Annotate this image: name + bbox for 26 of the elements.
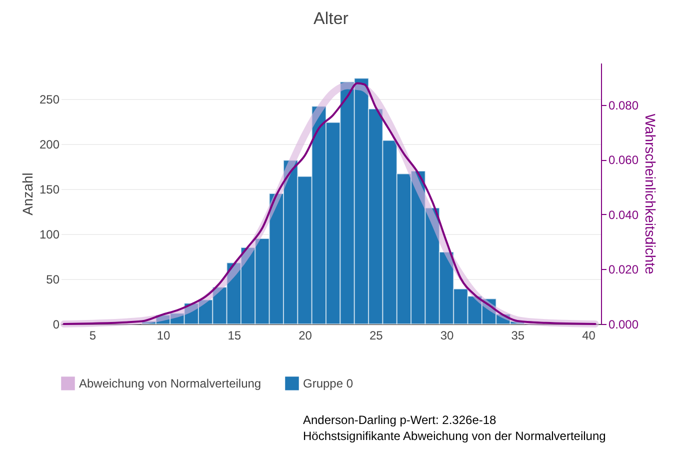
y-tick-label: 50 [46, 272, 60, 286]
x-tick-label: 20 [298, 328, 312, 342]
y2-tick-label: 0.000 [608, 318, 639, 332]
y-axis-title: Anzahl [19, 172, 36, 216]
x-tick-label: 35 [511, 328, 525, 342]
y2-tick-label: 0.040 [608, 208, 639, 222]
x-tick-label: 5 [89, 328, 96, 342]
y-tick-label: 150 [39, 182, 60, 196]
y2-tick-label: 0.060 [608, 153, 639, 168]
text: Höchstsignifikante Abweichung von der Normalverteilung [303, 428, 606, 444]
y2-tick-label: 0.020 [608, 262, 639, 277]
y-tick-label: 200 [39, 138, 60, 152]
y-tick-label: 100 [39, 228, 60, 242]
legend-label: Abweichung von Normalverteilung [79, 376, 262, 390]
y-tick-label: 0 [52, 318, 60, 332]
chart-title: Alter [314, 9, 349, 28]
legend-label: Gruppe 0 [303, 376, 354, 390]
text: Anderson-Darling p-Wert: 2.326e-18 [303, 412, 498, 428]
y2-tick-label: 0.080 [608, 98, 639, 112]
x-tick-label: 30 [440, 328, 454, 342]
y2-axis-title: Wahrscheinlichkeitsdichte [642, 114, 659, 274]
y-tick-label: 250 [39, 92, 60, 106]
x-tick-label: 15 [228, 328, 242, 342]
x-tick-label: 10 [156, 328, 171, 342]
x-tick-label: 40 [582, 328, 596, 342]
x-tick-label: 25 [369, 328, 384, 342]
